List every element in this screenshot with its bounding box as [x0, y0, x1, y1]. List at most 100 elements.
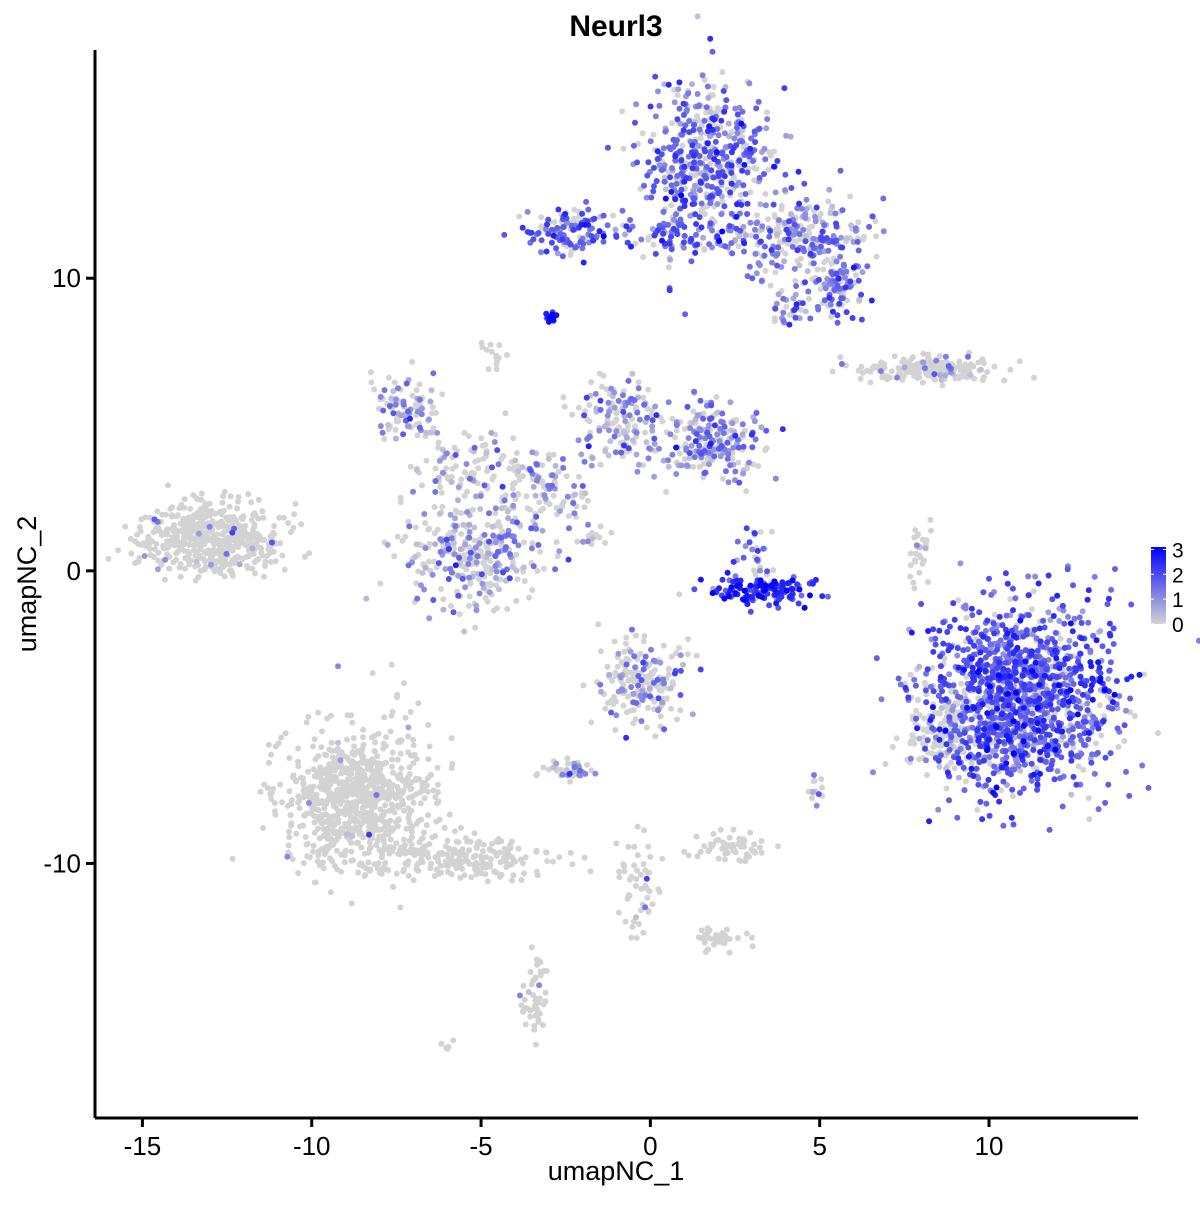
- cell-point: [699, 72, 706, 79]
- cell-point: [481, 482, 488, 489]
- cell-point: [618, 659, 625, 666]
- cell-point: [1126, 792, 1133, 799]
- cell-point: [1073, 753, 1080, 759]
- cell-point: [635, 385, 642, 392]
- cell-point: [912, 527, 919, 534]
- cell-point: [158, 561, 165, 568]
- cell-point: [520, 539, 527, 546]
- cell-point: [798, 592, 805, 599]
- cell-point: [356, 765, 363, 772]
- cell-point: [665, 457, 672, 464]
- cell-point: [671, 216, 678, 223]
- cell-point: [476, 540, 483, 547]
- cell-point: [734, 130, 741, 136]
- cell-point: [516, 213, 523, 220]
- cell-point: [657, 713, 664, 720]
- cell-point: [577, 767, 583, 774]
- cell-point: [397, 494, 404, 501]
- cell-point: [542, 989, 549, 996]
- cell-point: [363, 802, 370, 809]
- cell-point: [612, 449, 619, 456]
- cell-point: [516, 992, 523, 999]
- cell-point: [534, 461, 540, 468]
- cell-point: [677, 707, 684, 714]
- cell-point: [766, 233, 773, 240]
- cell-point: [428, 772, 434, 778]
- cell-point: [395, 793, 402, 800]
- cell-point: [510, 435, 517, 442]
- cell-point: [640, 394, 647, 401]
- cell-point: [1123, 707, 1129, 714]
- cell-point: [363, 865, 370, 872]
- cell-point: [661, 726, 668, 733]
- cell-point: [563, 219, 570, 226]
- cell-point: [327, 712, 334, 719]
- cell-point: [1105, 676, 1112, 682]
- cell-point: [812, 218, 819, 225]
- cell-point: [586, 402, 593, 408]
- cell-point: [419, 779, 426, 786]
- cell-point: [164, 526, 171, 533]
- cell-point: [721, 423, 728, 430]
- cell-point: [448, 535, 455, 542]
- cell-point: [460, 858, 467, 865]
- cell-point: [556, 854, 563, 861]
- cell-point: [1131, 713, 1138, 719]
- cell-point: [818, 776, 825, 783]
- cell-point: [472, 544, 479, 551]
- cell-point: [931, 376, 938, 383]
- cell-point: [749, 275, 756, 282]
- cell-point: [147, 552, 154, 558]
- cell-point: [533, 956, 540, 963]
- cell-point: [527, 506, 534, 513]
- cell-point: [633, 632, 639, 639]
- cell-point: [184, 533, 191, 540]
- cell-point: [392, 435, 399, 442]
- cell-point: [809, 223, 816, 230]
- cell-point: [827, 210, 834, 217]
- cell-point: [439, 446, 446, 453]
- cell-point: [544, 858, 551, 865]
- cell-point: [260, 824, 266, 831]
- cell-point: [1098, 732, 1105, 739]
- cell-point: [560, 394, 567, 401]
- cell-point: [487, 582, 494, 589]
- cell-point: [698, 200, 705, 207]
- cell-point: [536, 995, 543, 1002]
- cell-point: [1025, 573, 1032, 580]
- cell-point: [409, 392, 416, 399]
- cell-point: [405, 724, 412, 731]
- cell-point: [673, 471, 680, 477]
- cell-point: [387, 728, 394, 735]
- cell-point: [739, 421, 746, 428]
- cell-point: [472, 852, 479, 859]
- cell-point: [1030, 374, 1037, 381]
- cell-point: [414, 595, 421, 602]
- cell-point: [668, 653, 675, 660]
- cell-point: [1075, 688, 1081, 695]
- cell-point: [701, 245, 708, 252]
- cell-point: [911, 740, 918, 747]
- cell-point: [751, 418, 758, 425]
- cell-point: [508, 861, 515, 868]
- cell-point: [1121, 738, 1128, 744]
- cell-point: [406, 794, 413, 801]
- cell-point: [776, 217, 782, 224]
- cell-point: [709, 92, 716, 99]
- cell-point: [405, 408, 411, 415]
- cell-point: [368, 767, 375, 774]
- cell-point: [713, 394, 720, 400]
- cell-point: [455, 484, 462, 491]
- cell-point: [631, 862, 638, 869]
- cell-point: [1080, 766, 1087, 773]
- cell-point: [842, 274, 848, 281]
- cell-point: [709, 227, 716, 234]
- cell-point: [311, 736, 318, 743]
- cell-point: [202, 506, 209, 513]
- cell-point: [285, 520, 292, 527]
- cell-point: [814, 303, 821, 310]
- cell-point: [448, 603, 454, 609]
- cell-point: [503, 544, 509, 551]
- cell-point: [848, 222, 855, 229]
- cell-point: [315, 709, 322, 716]
